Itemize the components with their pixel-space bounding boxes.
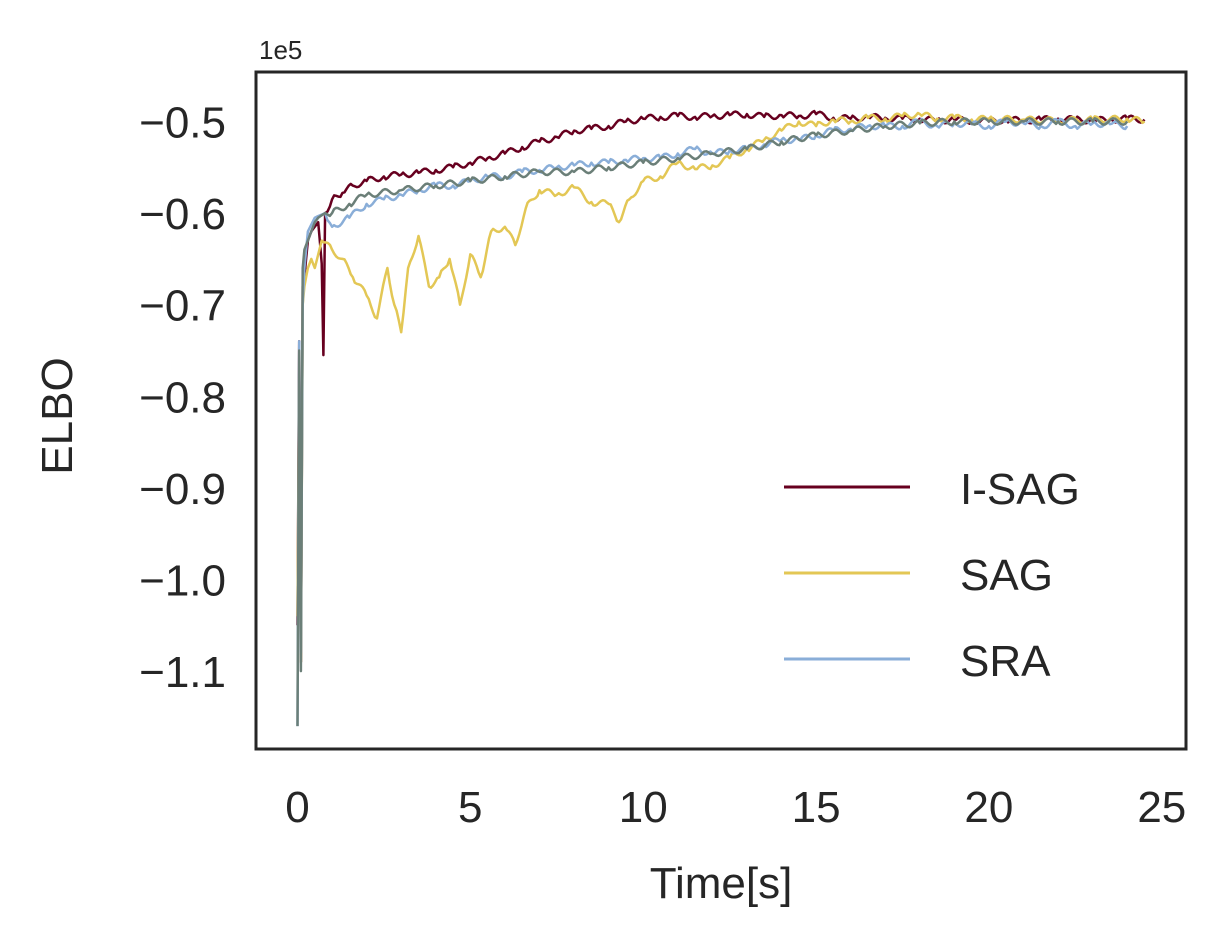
y-tick-label: −0.6 bbox=[139, 190, 226, 239]
x-tick-label: 5 bbox=[458, 783, 482, 832]
y-tick-label: −0.9 bbox=[139, 465, 226, 514]
series-line-sra bbox=[296, 117, 1129, 727]
x-tick-label: 0 bbox=[285, 783, 309, 832]
x-tick-label: 15 bbox=[792, 783, 841, 832]
series-line-overlap bbox=[296, 117, 1129, 727]
x-tick-label: 25 bbox=[1137, 783, 1186, 832]
y-tick-label: −0.5 bbox=[139, 99, 226, 148]
legend-label-sra: SRA bbox=[960, 637, 1051, 686]
y-tick-labels: −1.1 −1.0 −0.9 −0.8 −0.7 −0.6 −0.5 bbox=[139, 99, 226, 698]
x-tick-label: 10 bbox=[619, 783, 668, 832]
legend-label-sag: SAG bbox=[960, 551, 1053, 600]
y-axis-label: ELBO bbox=[33, 357, 82, 474]
x-tick-label: 20 bbox=[964, 783, 1013, 832]
series-layer bbox=[296, 109, 1146, 727]
y-tick-label: −0.8 bbox=[139, 373, 226, 422]
legend-label-isag: I-SAG bbox=[960, 465, 1080, 514]
plot-frame bbox=[254, 70, 1188, 751]
axis-offset-label: 1e5 bbox=[259, 35, 302, 65]
y-tick-label: −0.7 bbox=[139, 282, 226, 331]
x-tick-labels: 0 5 10 15 20 25 bbox=[285, 783, 1186, 832]
legend: I-SAG SAG SRA bbox=[784, 465, 1080, 686]
x-axis-label: Time[s] bbox=[650, 859, 793, 908]
y-tick-label: −1.1 bbox=[139, 648, 226, 697]
y-tick-label: −1.0 bbox=[139, 557, 226, 606]
